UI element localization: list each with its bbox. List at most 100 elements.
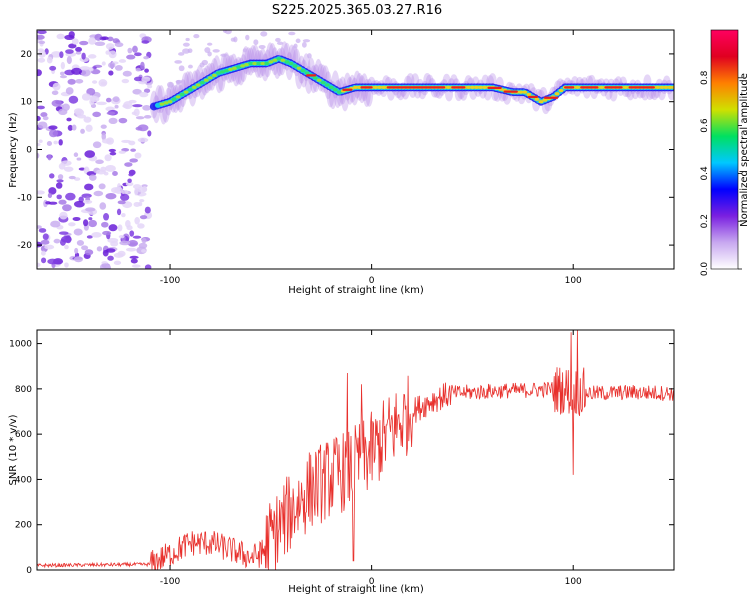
ridge-inner (268, 60, 274, 64)
colorbar-tick-label: 0.8 (700, 70, 710, 85)
ridge-inner (272, 58, 278, 62)
noise-blob (132, 45, 138, 53)
ridge-inner (599, 85, 604, 89)
noise-blob (81, 93, 91, 101)
ridge-scatter (220, 53, 228, 57)
ridge-scatter (262, 9, 266, 13)
noise-blob (56, 194, 62, 200)
ridge-scatter (175, 79, 183, 84)
noise-blob (37, 48, 44, 52)
noise-blob (49, 173, 55, 179)
noise-blob (108, 117, 118, 124)
ridge-inner (228, 67, 233, 72)
noise-blob (116, 208, 122, 216)
noise-blob (102, 230, 112, 236)
ridge-inner (671, 85, 674, 89)
noise-blob (85, 124, 93, 132)
noise-blob (134, 216, 140, 225)
ridge-inner (623, 85, 629, 89)
noise-blob (105, 248, 116, 253)
ridge-scatter (212, 49, 220, 53)
ridge-scatter (253, 18, 261, 23)
noise-blob (37, 57, 46, 63)
ridge-inner (256, 61, 262, 66)
noise-blob (121, 212, 126, 218)
noise-blob (118, 150, 126, 154)
noise-blob (83, 116, 92, 123)
colorbar-scale (710, 29, 739, 270)
noise-blob (139, 91, 149, 98)
ridge-inner (353, 85, 358, 89)
noise-blob (137, 223, 145, 229)
noise-blob (80, 128, 85, 134)
noise-blob (118, 235, 125, 239)
noise-blob (53, 238, 61, 244)
noise-blob (108, 62, 116, 69)
ridge-scatter (295, 38, 301, 44)
noise-blob (68, 222, 76, 227)
ridge-inner (296, 66, 302, 70)
noise-blob (96, 246, 103, 252)
ridge-inner (187, 88, 193, 92)
noise-blob (85, 207, 96, 212)
noise-blob (100, 81, 107, 86)
noise-blob (139, 215, 148, 220)
noise-blob (73, 228, 83, 236)
noise-blob (61, 103, 70, 111)
ridge-inner (252, 61, 258, 66)
ridge-inner (312, 76, 318, 80)
noise-blob (49, 129, 58, 138)
spectrogram-y-axis-label: Frequency (Hz) (8, 112, 19, 188)
noise-blob (130, 148, 136, 152)
ridge-scatter (178, 65, 185, 72)
noise-blob (52, 82, 61, 91)
colorbar-ticks: 0.0 0.2 0.4 0.6 0.8 (700, 70, 742, 276)
noise-blob (66, 56, 72, 65)
snr-series-line (37, 330, 674, 570)
noise-blob (126, 54, 136, 60)
noise-blob (86, 235, 93, 239)
noise-blob (46, 140, 52, 146)
noise-blob (51, 90, 59, 96)
snr-y-tick-label: 800 (15, 385, 32, 395)
noise-blob (116, 183, 121, 191)
spectrogram-x-ticks: -100 0 100 (160, 30, 582, 286)
noise-blob (76, 157, 82, 161)
ridge-inner (663, 85, 669, 89)
ridge-scatter (178, 52, 185, 56)
noise-blob (38, 40, 46, 45)
noise-blob (59, 211, 68, 220)
ridge-inner (381, 85, 387, 89)
ridge-inner (558, 88, 564, 93)
noise-blob (105, 192, 117, 200)
noise-blob (128, 140, 136, 146)
ridge-inner (211, 73, 217, 78)
noise-blob (51, 51, 62, 58)
noise-blob (129, 255, 139, 259)
noise-blob (75, 51, 82, 55)
noise-blob (83, 219, 89, 227)
noise-blob (108, 70, 114, 76)
noise-blob (84, 249, 94, 256)
spectrogram-y-ticks: -20 -10 0 10 20 (17, 50, 674, 251)
snr-y-tick-label: 1000 (9, 340, 32, 350)
noise-blob (37, 121, 48, 129)
spectrogram-y-tick-label: 0 (26, 146, 32, 156)
ridge-scatter (260, 31, 268, 37)
ridge-scatter (293, 43, 298, 49)
ridge-scatter (249, 23, 253, 28)
ridge-inner (518, 90, 524, 94)
ridge-scatter (182, 42, 190, 47)
noise-blob (59, 51, 64, 59)
ridge-scatter (302, 18, 309, 23)
noise-blob (143, 88, 151, 94)
ridge-inner (465, 85, 471, 89)
noise-blob (37, 262, 41, 268)
noise-blob (125, 181, 134, 187)
noise-blob (40, 250, 46, 256)
ridge-inner (522, 90, 528, 94)
ridge-inner (478, 85, 483, 89)
noise-blob (134, 52, 142, 57)
noise-blob (58, 231, 69, 235)
